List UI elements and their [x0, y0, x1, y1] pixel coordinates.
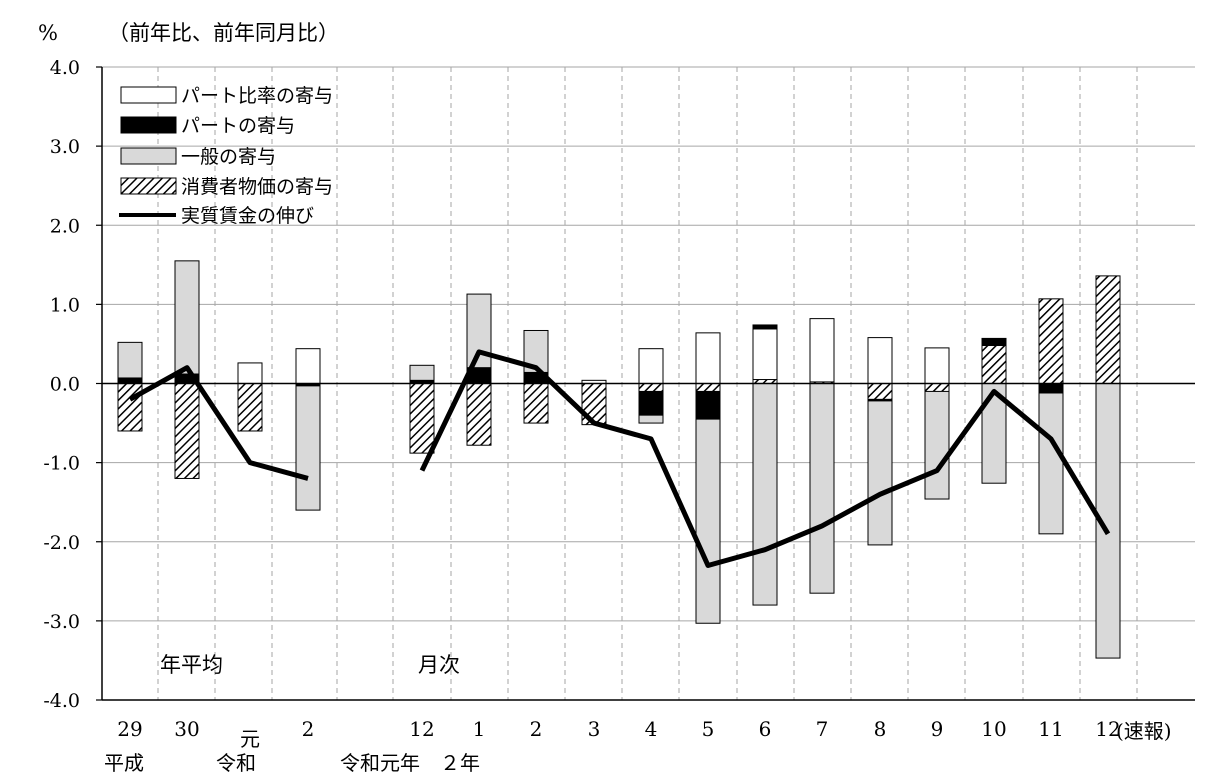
- bar-segment-cpi: [174, 383, 200, 479]
- x-tick-label: 2: [302, 717, 315, 741]
- legend-swatch: [120, 147, 177, 165]
- legend-swatch: [120, 86, 177, 104]
- y-tick-label: -1.0: [43, 453, 80, 475]
- x-tick-label: 1: [473, 717, 486, 741]
- bar-segment: [295, 385, 321, 511]
- bar-segment: [1038, 392, 1064, 535]
- bars: [117, 260, 1121, 659]
- bar-segment-cpi: [867, 383, 893, 400]
- y-tick-label: 4.0: [50, 57, 80, 79]
- line-series: [128, 349, 1111, 568]
- bar-segment: [924, 386, 950, 500]
- x-tick-label: 5: [702, 717, 715, 741]
- bar-segment-cpi: [638, 383, 664, 392]
- bar-segment: [695, 418, 721, 624]
- chart-subtitle: （前年比、前年同月比）: [108, 21, 339, 45]
- bar-segment: [237, 362, 263, 384]
- y-tick-label: 2.0: [50, 215, 80, 237]
- x-tick-label: 4: [645, 717, 658, 741]
- bar-segment: [752, 324, 778, 330]
- unit-label: %: [38, 21, 58, 45]
- axes: [96, 66, 1195, 701]
- x-tick-label: 11: [1038, 717, 1063, 741]
- legend-swatch: [120, 116, 177, 134]
- x-tick-label: 12: [409, 717, 434, 741]
- x-tick-label: 29: [117, 717, 142, 741]
- y-tick-label: 1.0: [50, 294, 80, 316]
- bar-segment: [295, 348, 321, 384]
- legend-label: 一般の寄与: [181, 146, 276, 168]
- bar-segment-cpi: [981, 345, 1007, 384]
- bar-segment: [867, 337, 893, 385]
- bar-segment: [695, 332, 721, 384]
- annotation-annual: 年平均: [160, 653, 223, 677]
- x-ticks: 29 30 元 2 12 1 2 3 4 5 6 7 8 9 10 11 12: [117, 717, 1120, 751]
- y-tick-label: -3.0: [43, 611, 80, 633]
- bar-segment: [638, 414, 664, 424]
- bar-segment-cpi: [466, 383, 492, 446]
- x-sublabel-2nen: ２年: [440, 751, 480, 775]
- x-tick-label: 2: [530, 717, 543, 741]
- bar-segment: [809, 383, 835, 594]
- y-tick-label: 3.0: [50, 136, 80, 158]
- x-tick-label: 12: [1095, 717, 1120, 741]
- bar-segment: [638, 348, 664, 384]
- bar-segment-cpi: [237, 383, 263, 432]
- bar-segment: [752, 383, 778, 606]
- x-tick-label: 元: [240, 727, 260, 751]
- bar-segment-cpi: [1038, 298, 1064, 384]
- bar-segment-cpi: [695, 383, 721, 392]
- bar-segment-cpi: [523, 383, 549, 424]
- bar-segment: [117, 341, 143, 379]
- bar-segment: [752, 328, 778, 384]
- x-tick-label: 10: [981, 717, 1006, 741]
- x-tick-label: 30: [174, 717, 199, 741]
- x-tick-label: 7: [816, 717, 829, 741]
- y-tick-label: 0.0: [50, 374, 80, 396]
- annotation-monthly: 月次: [418, 653, 460, 677]
- legend-label: パートの寄与: [181, 115, 295, 137]
- legend-swatch: [120, 177, 177, 195]
- x-tick-label: 9: [931, 717, 944, 741]
- bar-segment-cpi: [409, 383, 435, 454]
- y-ticks: 4.0 3.0 2.0 1.0 0.0 -1.0 -2.0 -3.0 -4.0: [43, 57, 80, 712]
- legend-label: 消費者物価の寄与: [181, 176, 333, 198]
- bar-segment: [924, 347, 950, 384]
- x-tick-label: 3: [588, 717, 601, 741]
- x-sublabel-reiwa-gannen: 令和元年: [340, 751, 420, 775]
- bar-segment-cpi: [924, 383, 950, 392]
- bar-segment: [867, 400, 893, 546]
- y-tick-label: -4.0: [43, 690, 80, 712]
- bar-segment-cpi: [117, 383, 143, 432]
- real-wage-line-1: [419, 349, 1111, 568]
- x-tick-label: 6: [759, 717, 772, 741]
- x-sublabel-reiwa: 令和: [216, 751, 256, 775]
- bar-segment: [117, 377, 143, 384]
- bar-segment: [1038, 383, 1064, 394]
- x-note: (速報): [1116, 719, 1172, 743]
- bar-segment-cpi: [1095, 275, 1121, 385]
- y-tick-label: -2.0: [43, 532, 80, 554]
- legend-label: 実質賃金の伸び: [181, 205, 314, 227]
- bar-segment: [174, 260, 200, 375]
- x-tick-label: 8: [874, 717, 887, 741]
- bar-segment: [809, 318, 835, 384]
- bar-segment: [409, 364, 435, 381]
- x-sublabel-heisei: 平成: [104, 751, 144, 775]
- real-wage-line-0: [128, 365, 309, 481]
- legend-label: パート比率の寄与: [181, 85, 333, 107]
